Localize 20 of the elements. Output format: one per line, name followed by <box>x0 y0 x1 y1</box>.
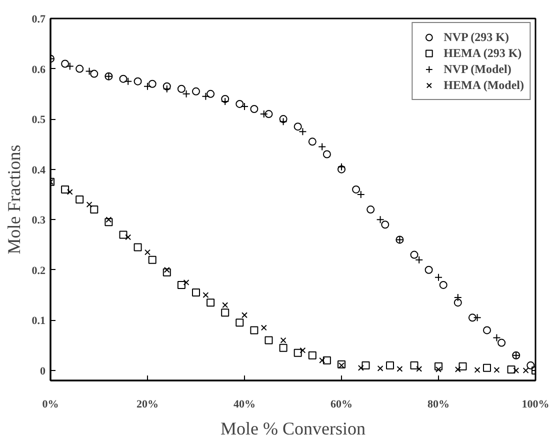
x-tick-label: 80% <box>428 398 450 410</box>
legend-label: HEMA (293 K) <box>444 45 522 61</box>
y-tick-label: 0.5 <box>32 114 46 126</box>
y-tick-label: 0.6 <box>32 64 46 76</box>
y-tick-label: 0.2 <box>32 264 46 277</box>
x-tick-label: 100% <box>522 398 550 410</box>
x-tick-label: 60% <box>330 398 352 410</box>
y-tick-label: 0.1 <box>32 315 46 328</box>
y-tick-label: 0.4 <box>32 164 46 176</box>
legend-label: NVP (Model) <box>444 61 512 77</box>
x-tick-label: 20% <box>136 398 158 410</box>
x-tick-label: 0% <box>42 398 59 410</box>
x-axis-title: Mole % Conversion <box>220 418 366 438</box>
y-tick-label: 0.3 <box>32 214 46 227</box>
y-tick-label: 0.7 <box>32 14 46 26</box>
y-axis-title: Mole Fractions <box>4 144 24 254</box>
x-tick-label: 40% <box>234 398 256 410</box>
legend-label: HEMA (Model) <box>444 77 524 93</box>
legend-label: NVP (293 K) <box>444 29 509 45</box>
y-tick-label: 0 <box>40 365 46 378</box>
